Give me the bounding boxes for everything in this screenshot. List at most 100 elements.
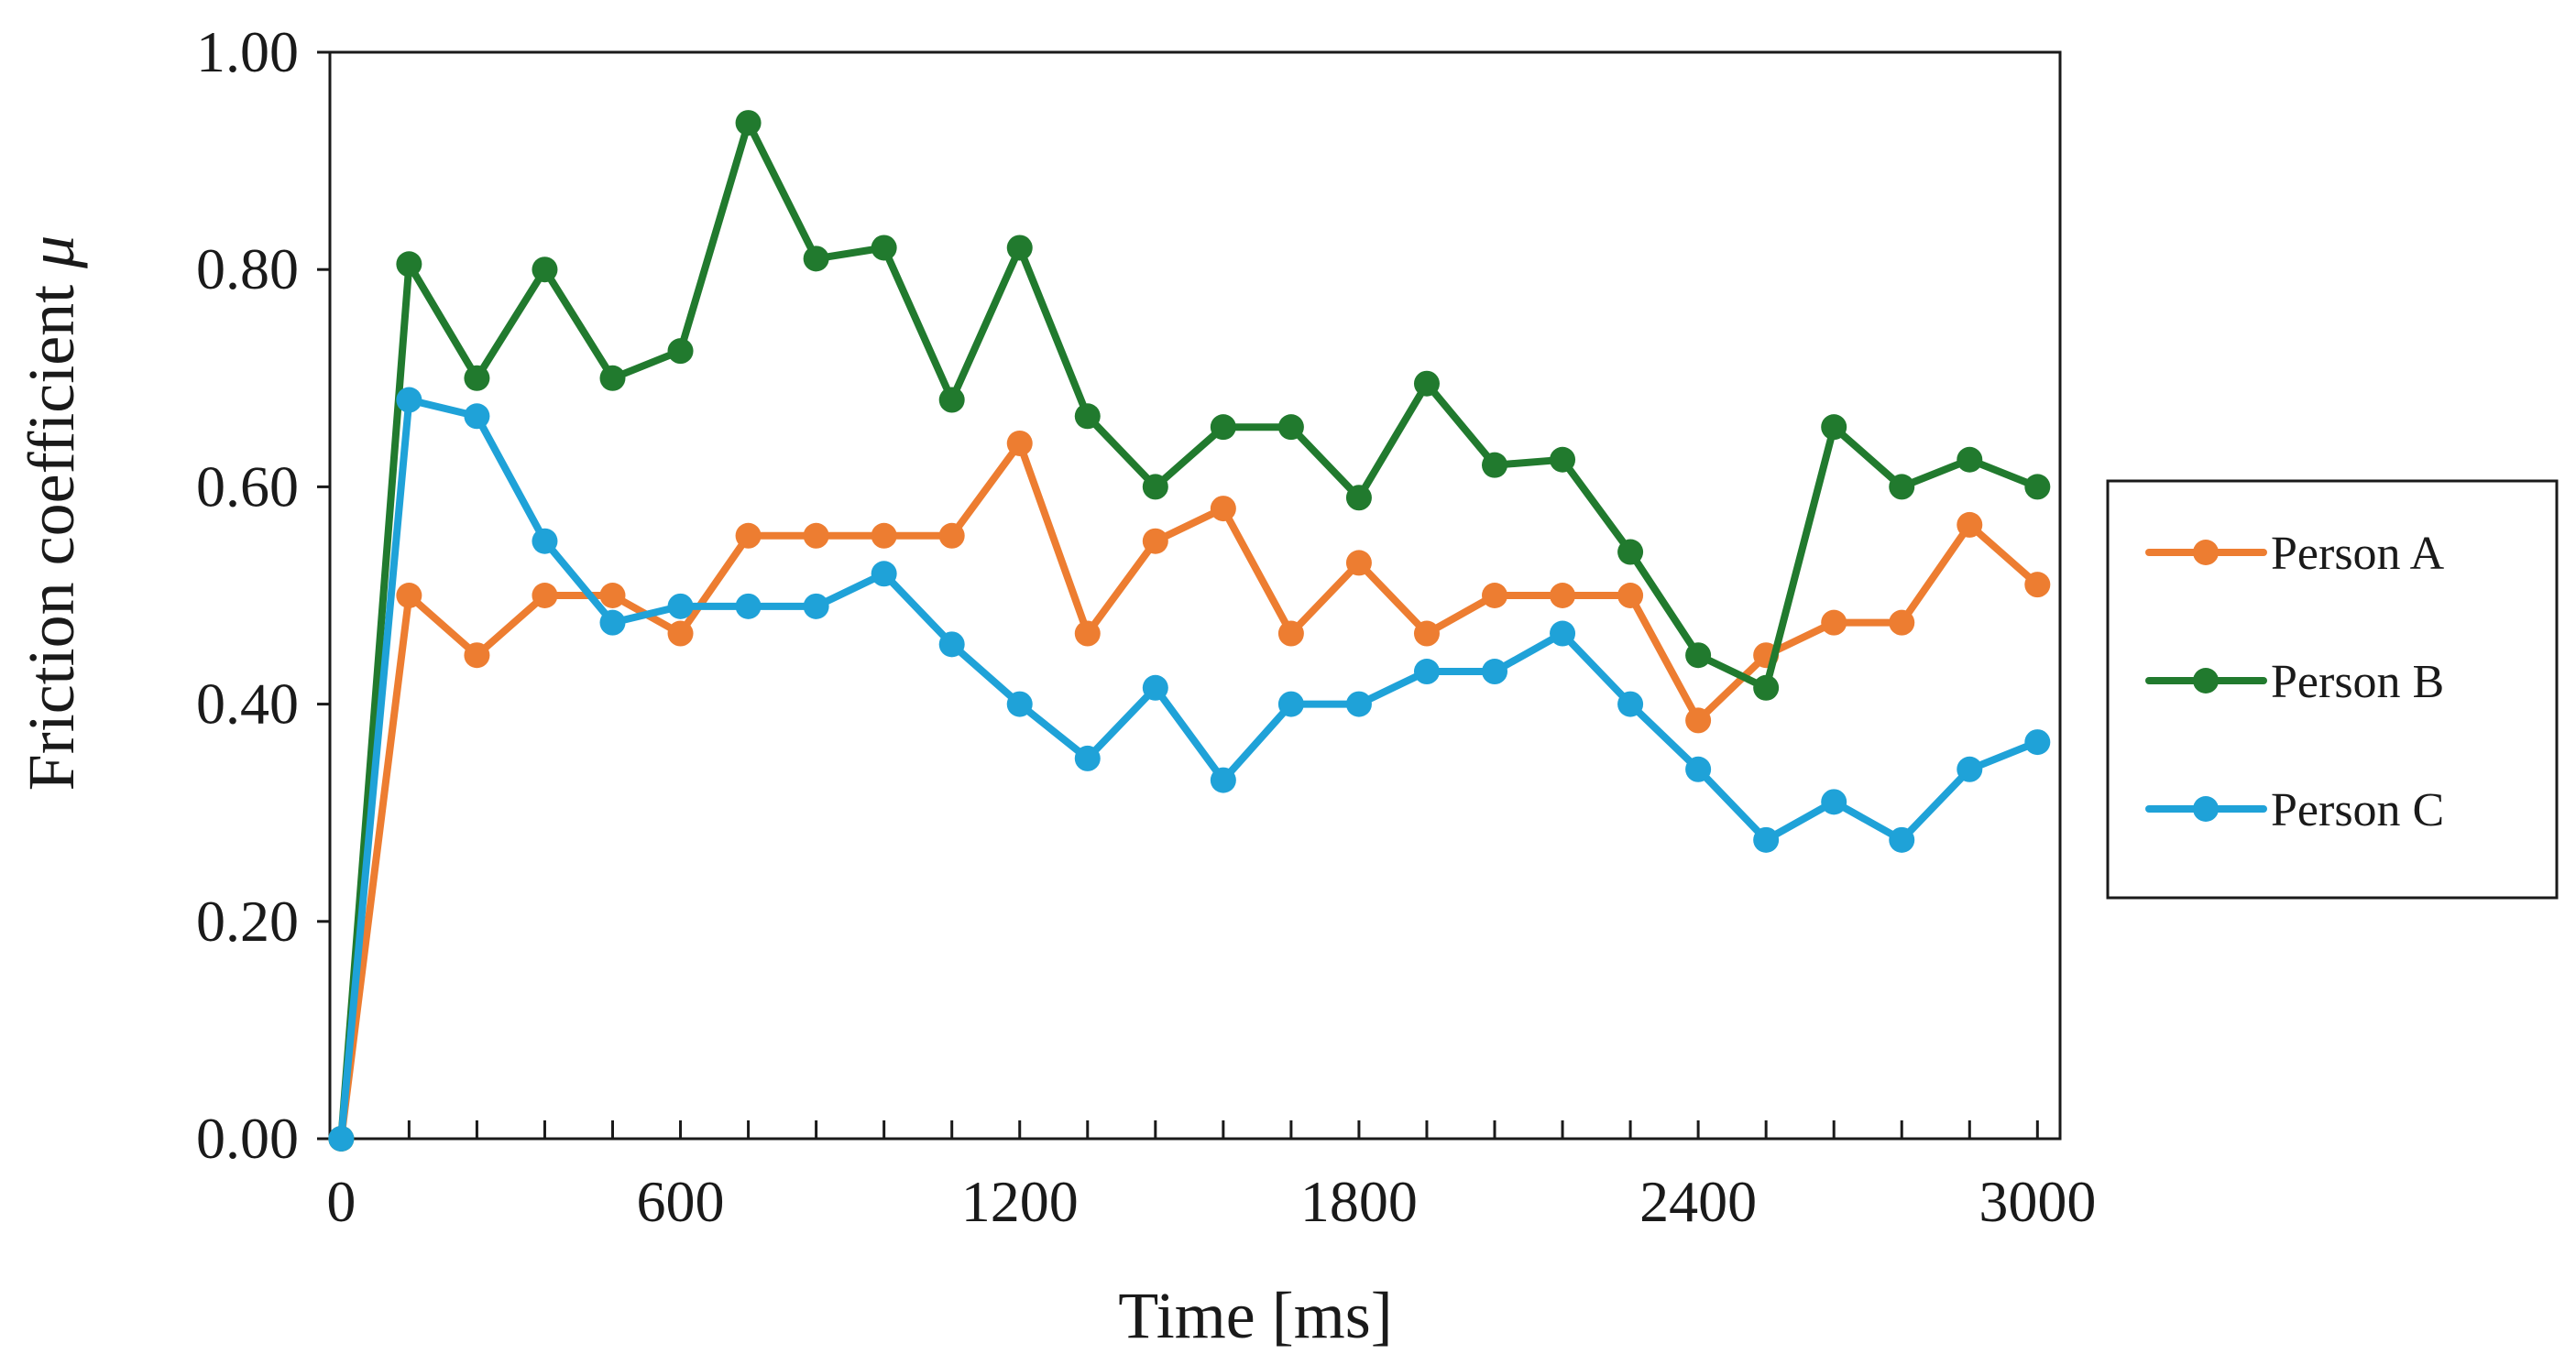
data-point-person-b [1685,642,1712,669]
y-tick-label: 0.60 [196,453,299,519]
x-tick-label: 2400 [1639,1169,1757,1234]
y-axis-title-text: Friction coefficient [15,285,88,791]
data-point-person-c [396,387,422,413]
data-point-person-b [532,257,558,283]
data-point-person-b [1821,414,1847,441]
data-point-person-b [1889,474,1915,500]
data-point-person-a [1277,620,1304,647]
data-point-person-a [2024,572,2051,598]
data-point-person-c [1482,659,1508,685]
data-point-person-a [803,522,829,549]
data-point-person-b [667,338,694,365]
data-point-person-a [1957,511,1983,538]
data-point-person-c [1142,674,1168,701]
data-point-person-c [1957,756,1983,782]
data-point-person-a [1889,609,1915,636]
y-tick-label: 1.00 [196,19,299,84]
y-axis: 0.00 0.20 0.40 0.60 0.80 1.00 [196,19,330,1171]
data-point-person-c [667,593,694,619]
plot-frame [328,50,2062,1141]
data-point-person-c [1006,691,1033,717]
legend-marker-person-a [2193,540,2219,565]
data-point-person-b [599,365,626,391]
data-point-person-c [1685,756,1712,782]
data-point-person-c [599,609,626,636]
data-point-person-b [1142,474,1168,500]
data-point-person-b [1482,452,1508,478]
x-axis: 0 600 1200 1800 2400 3000 [326,1120,2096,1234]
legend-label-person-b: Person B [2271,656,2444,708]
data-point-person-c [1074,745,1101,771]
data-point-person-c [735,593,762,619]
y-tick-label: 0.80 [196,236,299,301]
data-point-person-b [396,251,422,278]
y-axis-title: Friction coefficient μ [15,235,88,792]
data-point-person-b [1957,446,1983,473]
x-axis-title: Time [ms] [1118,1279,1392,1352]
data-point-person-a [464,642,490,669]
data-point-person-b [1413,370,1440,397]
legend-label-person-a: Person A [2271,528,2445,580]
data-point-person-a [1006,430,1033,456]
y-tick-label: 0.00 [196,1106,299,1171]
y-tick-label: 0.40 [196,672,299,737]
data-point-person-b [938,387,965,413]
data-point-person-c [2024,729,2051,756]
data-point-person-a [1413,620,1440,647]
series-line-person-a [337,440,2042,1142]
data-point-person-b [1617,539,1644,565]
series-person-a [328,430,2051,1152]
data-point-person-a [667,620,694,647]
data-point-person-b [1550,446,1576,473]
data-point-person-c [1889,826,1915,853]
data-point-person-a [396,583,422,608]
data-point-person-c [803,593,829,619]
data-point-person-a [532,583,558,608]
series-person-b [328,110,2051,1152]
data-point-person-a [1210,496,1236,522]
data-point-person-c [1345,691,1372,717]
data-point-person-b [1210,414,1236,441]
x-tick-label: 0 [326,1169,356,1234]
y-axis-title-symbol: μ [15,235,88,269]
data-point-person-b [735,110,762,136]
data-point-person-b [2024,474,2051,500]
series-line-person-c [337,396,2042,1142]
data-point-person-c [1617,691,1644,717]
y-tick-label: 0.20 [196,889,299,954]
data-point-person-a [1074,620,1101,647]
data-point-person-c [532,528,558,554]
data-point-person-b [1006,235,1033,261]
series-layer [328,110,2051,1152]
series-person-c [328,387,2051,1152]
data-point-person-a [735,522,762,549]
data-point-person-a [1550,583,1576,608]
x-tick-label: 3000 [1979,1169,2096,1234]
data-point-person-b [803,246,829,272]
data-point-person-a [938,522,965,549]
data-point-person-c [1753,826,1780,853]
data-point-person-c [1277,691,1304,717]
data-point-person-a [1345,550,1372,576]
data-point-person-c [1821,789,1847,815]
data-point-person-b [1277,414,1304,441]
data-point-person-b [871,235,897,261]
plot-area [328,50,2062,1141]
data-point-person-b [464,365,490,391]
data-point-person-c [1413,659,1440,685]
data-point-person-b [1753,674,1780,701]
data-point-person-a [1821,609,1847,636]
data-point-person-a [871,522,897,549]
data-point-person-a [1685,707,1712,734]
legend-marker-person-b [2193,668,2219,693]
data-point-person-a [1617,583,1644,608]
data-point-person-c [938,631,965,658]
legend-marker-person-c [2193,796,2219,822]
data-point-person-c [464,403,490,430]
data-point-person-b [1345,485,1372,511]
series-line-person-b [337,119,2042,1142]
legend: Person A Person B Person C [2106,479,2559,900]
x-tick-label: 1200 [961,1169,1079,1234]
data-point-person-a [599,583,626,608]
